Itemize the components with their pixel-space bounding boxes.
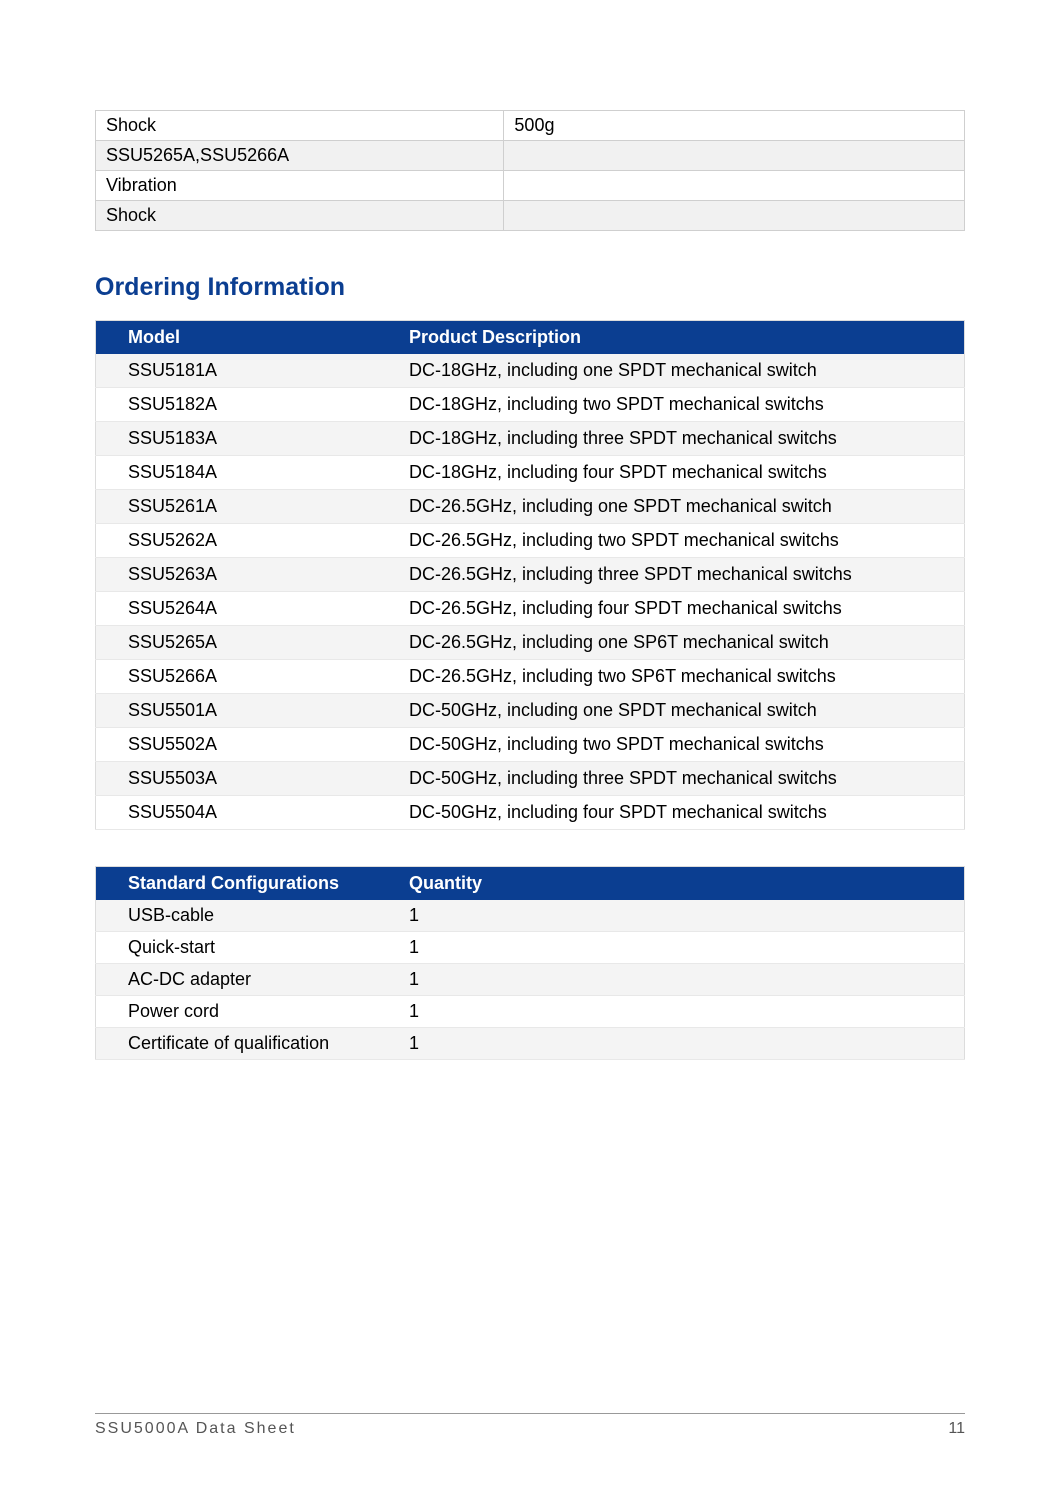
specs-cell-parameter: Vibration <box>96 171 504 201</box>
table-row: SSU5265A,SSU5266A <box>96 141 965 171</box>
ordering-cell-model: SSU5502A <box>96 728 391 762</box>
table-row: SSU5184ADC-18GHz, including four SPDT me… <box>96 456 965 490</box>
page: Shock500gSSU5265A,SSU5266AVibrationShock… <box>0 0 1060 1498</box>
config-cell-qty: 1 <box>391 996 965 1028</box>
ordering-table-body: SSU5181ADC-18GHz, including one SPDT mec… <box>96 354 965 830</box>
ordering-header-desc: Product Description <box>391 321 965 355</box>
table-row: SSU5263ADC-26.5GHz, including three SPDT… <box>96 558 965 592</box>
table-row: Quick-start1 <box>96 932 965 964</box>
config-table-header-row: Standard Configurations Quantity <box>96 867 965 901</box>
config-header-conf: Standard Configurations <box>96 867 391 901</box>
table-row: SSU5265ADC-26.5GHz, including one SP6T m… <box>96 626 965 660</box>
table-row: Certificate of qualification1 <box>96 1028 965 1060</box>
table-row: Power cord1 <box>96 996 965 1028</box>
footer-page-number: 11 <box>948 1420 965 1438</box>
table-row: SSU5182ADC-18GHz, including two SPDT mec… <box>96 388 965 422</box>
section-heading: Ordering Information <box>95 273 965 302</box>
specs-cell-value <box>504 201 965 231</box>
table-row: SSU5262ADC-26.5GHz, including two SPDT m… <box>96 524 965 558</box>
ordering-cell-model: SSU5265A <box>96 626 391 660</box>
ordering-cell-desc: DC-50GHz, including four SPDT mechanical… <box>391 796 965 830</box>
ordering-cell-desc: DC-26.5GHz, including four SPDT mechanic… <box>391 592 965 626</box>
ordering-cell-model: SSU5182A <box>96 388 391 422</box>
ordering-cell-model: SSU5501A <box>96 694 391 728</box>
table-row: Shock500g <box>96 111 965 141</box>
table-row: SSU5183ADC-18GHz, including three SPDT m… <box>96 422 965 456</box>
specs-cell-value <box>504 141 965 171</box>
specs-cell-parameter: Shock <box>96 111 504 141</box>
config-cell-item: Certificate of qualification <box>96 1028 391 1060</box>
ordering-cell-desc: DC-26.5GHz, including two SP6T mechanica… <box>391 660 965 694</box>
ordering-cell-model: SSU5503A <box>96 762 391 796</box>
config-cell-item: Quick-start <box>96 932 391 964</box>
table-row: SSU5501ADC-50GHz, including one SPDT mec… <box>96 694 965 728</box>
table-row: AC-DC adapter1 <box>96 964 965 996</box>
ordering-table-header-row: Model Product Description <box>96 321 965 355</box>
table-row: SSU5181ADC-18GHz, including one SPDT mec… <box>96 354 965 388</box>
config-cell-qty: 1 <box>391 900 965 932</box>
specs-table: Shock500gSSU5265A,SSU5266AVibrationShock <box>95 110 965 231</box>
table-row: USB-cable1 <box>96 900 965 932</box>
ordering-header-model: Model <box>96 321 391 355</box>
table-row: SSU5503ADC-50GHz, including three SPDT m… <box>96 762 965 796</box>
ordering-cell-desc: DC-50GHz, including three SPDT mechanica… <box>391 762 965 796</box>
table-row: Shock <box>96 201 965 231</box>
ordering-table: Model Product Description SSU5181ADC-18G… <box>95 320 965 830</box>
ordering-cell-model: SSU5263A <box>96 558 391 592</box>
ordering-cell-model: SSU5261A <box>96 490 391 524</box>
config-cell-qty: 1 <box>391 964 965 996</box>
ordering-cell-desc: DC-26.5GHz, including one SP6T mechanica… <box>391 626 965 660</box>
ordering-cell-desc: DC-18GHz, including four SPDT mechanical… <box>391 456 965 490</box>
ordering-cell-model: SSU5266A <box>96 660 391 694</box>
specs-cell-parameter: Shock <box>96 201 504 231</box>
ordering-cell-desc: DC-18GHz, including two SPDT mechanical … <box>391 388 965 422</box>
table-row: SSU5504ADC-50GHz, including four SPDT me… <box>96 796 965 830</box>
config-header-qty: Quantity <box>391 867 965 901</box>
table-row: SSU5502ADC-50GHz, including two SPDT mec… <box>96 728 965 762</box>
specs-cell-parameter: SSU5265A,SSU5266A <box>96 141 504 171</box>
ordering-cell-model: SSU5264A <box>96 592 391 626</box>
specs-cell-value <box>504 171 965 201</box>
ordering-cell-desc: DC-26.5GHz, including three SPDT mechani… <box>391 558 965 592</box>
config-cell-item: AC-DC adapter <box>96 964 391 996</box>
config-cell-item: Power cord <box>96 996 391 1028</box>
table-row: SSU5264ADC-26.5GHz, including four SPDT … <box>96 592 965 626</box>
ordering-cell-model: SSU5181A <box>96 354 391 388</box>
table-row: SSU5261ADC-26.5GHz, including one SPDT m… <box>96 490 965 524</box>
ordering-cell-desc: DC-18GHz, including three SPDT mechanica… <box>391 422 965 456</box>
ordering-cell-desc: DC-26.5GHz, including two SPDT mechanica… <box>391 524 965 558</box>
page-footer: SSU5000A Data Sheet 11 <box>95 1413 965 1438</box>
ordering-cell-model: SSU5504A <box>96 796 391 830</box>
ordering-cell-model: SSU5184A <box>96 456 391 490</box>
ordering-cell-model: SSU5262A <box>96 524 391 558</box>
footer-title: SSU5000A Data Sheet <box>95 1420 296 1438</box>
config-table-body: USB-cable1Quick-start1AC-DC adapter1Powe… <box>96 900 965 1060</box>
ordering-cell-desc: DC-18GHz, including one SPDT mechanical … <box>391 354 965 388</box>
config-cell-qty: 1 <box>391 1028 965 1060</box>
config-cell-qty: 1 <box>391 932 965 964</box>
config-cell-item: USB-cable <box>96 900 391 932</box>
table-row: Vibration <box>96 171 965 201</box>
config-table: Standard Configurations Quantity USB-cab… <box>95 866 965 1060</box>
specs-cell-value: 500g <box>504 111 965 141</box>
ordering-cell-model: SSU5183A <box>96 422 391 456</box>
table-row: SSU5266ADC-26.5GHz, including two SP6T m… <box>96 660 965 694</box>
specs-table-body: Shock500gSSU5265A,SSU5266AVibrationShock <box>96 111 965 231</box>
ordering-cell-desc: DC-50GHz, including two SPDT mechanical … <box>391 728 965 762</box>
ordering-cell-desc: DC-26.5GHz, including one SPDT mechanica… <box>391 490 965 524</box>
ordering-cell-desc: DC-50GHz, including one SPDT mechanical … <box>391 694 965 728</box>
